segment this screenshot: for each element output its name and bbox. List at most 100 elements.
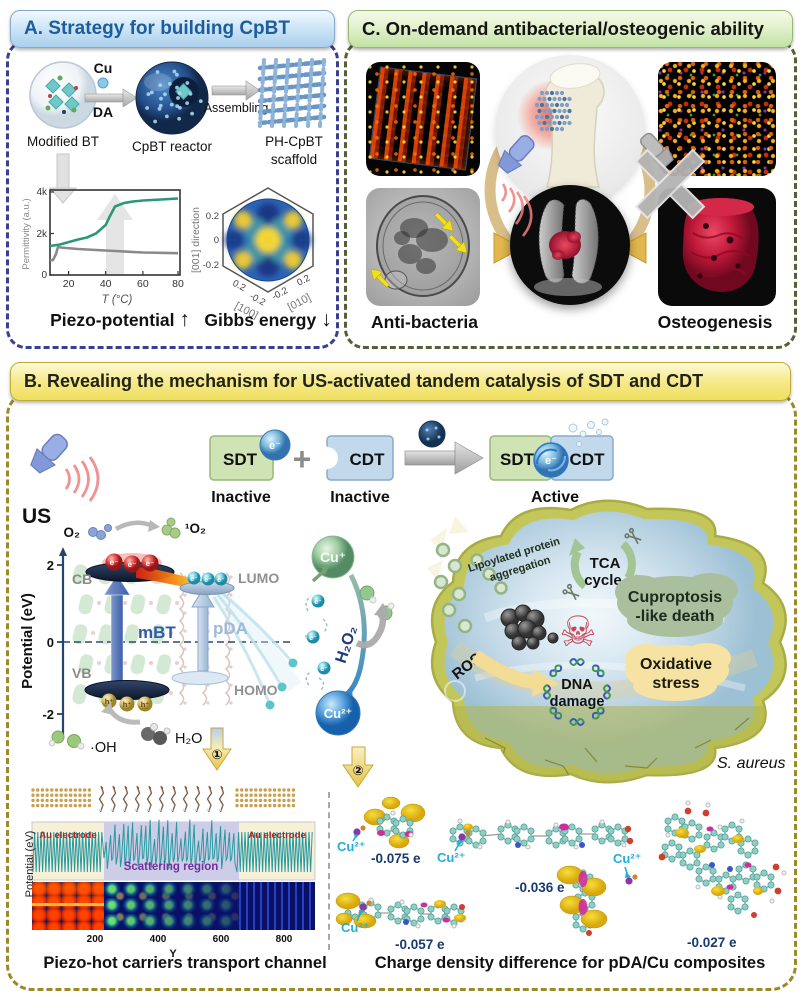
sdt-piece: e⁻ SDT [209,429,291,481]
cb-electron-label: e⁻ [110,558,119,567]
lumo-electron-label: e⁻ [204,577,212,584]
singlet-o2-label: ¹O₂ [185,521,206,536]
singlet-o2-molecules-icon [161,517,181,539]
panel-b-header: B. Revealing the mechanism for US-activa… [10,362,791,401]
cb-electrons-icon: e⁻ e⁻ e⁻ [105,553,159,573]
panel-a-flow-diagram: Cu DA Assembling Modified BT CpBT reacto… [27,58,327,204]
o2-conversion-arrow-icon [114,520,151,531]
piezo-potential-text: Piezo-potential [50,310,175,330]
xtick-200: 200 [86,934,104,945]
heatmap-hot-zone [32,882,104,930]
cu-atom-icon [625,877,633,885]
lumo-electron-label: e⁻ [190,576,198,583]
ztick-2: -0.2 [203,260,219,271]
reduction-arc-icon [345,573,367,696]
cascade-electron-label: e⁻ [314,599,322,606]
red-bone-volume [682,198,759,292]
oxidative-cloud [625,643,731,701]
hole-label: h⁺ [141,700,150,709]
xtick-60: 60 [137,278,149,290]
electron-label: e⁻ [269,440,281,452]
up-arrow-icon: ↑ [179,308,190,331]
cu-label-3: Cu²⁺ [341,920,370,935]
gibbs-sphere-icon [224,198,312,282]
ytick-2k: 2k [36,229,48,240]
cuproptosis-label-line1: Cuproptosis [628,589,722,606]
microct-bone [534,198,602,296]
hole-label: h⁺ [105,697,114,706]
ztick-1: 0 [214,235,219,246]
waveform-decor [32,819,313,873]
panel-b-title: B. Revealing the mechanism for US-activa… [24,371,704,391]
pda-label: pDA [213,619,248,638]
cu-plus-label: Cu⁺ [320,549,346,565]
gibbs-energy-caption: Gibbs energy ↓ [198,308,338,332]
xtick-a: 0.2 [231,278,248,294]
dna-ring-icon [543,658,611,726]
cascade-electron-label: e⁻ [309,635,317,642]
cu-redox-cycle: Cu⁺ e⁻ e⁻ e⁻ H₂O₂ Cu²⁺ ② [305,535,395,788]
plot-frame [49,189,181,276]
skull-icon: ☠ [559,607,597,656]
potential-axis-label: Potential (eV) [19,593,36,689]
fluorescence-scaffold-image [366,62,480,176]
down-arrow-icon [48,153,78,204]
bacteria-tem-image [366,188,480,306]
sdt-label: SDT [223,450,258,469]
osteogenesis-text: Osteogenesis [657,312,773,332]
transport-channel-figure: Au electrode Au electrode Scattering reg… [15,782,330,960]
cu-dot-icon [97,77,109,89]
fluorescence-cells-image [658,62,776,176]
oh-label: ·OH [90,740,117,756]
au-atoms-left-decor [31,788,92,808]
permittivity-chart: 4k 2k 0 20 40 60 80 T (°C) Permittivity … [21,187,184,306]
molecule-cluster-3: Cu²⁺ -0.057 e [335,892,466,952]
scaffold-icon [257,58,327,128]
catalyst-sphere-icon [418,420,446,448]
s-aureus-cell: Lipoylated protein aggregation TCA cycle… [427,499,787,784]
us-label: US [22,505,51,528]
charge-value-2: -0.036 e [515,880,565,895]
oh-radical-icon [48,730,85,750]
step2-arrow-icon: ② [342,746,374,788]
homo-label: HOMO [234,682,278,698]
pda-transition-arrow-icon [191,588,215,672]
anti-bacteria-caption: Anti-bacteria [352,312,497,333]
cdt-piece: CDT [314,435,394,481]
charge-value-4: -0.027 e [687,935,737,950]
cb-electron-label: e⁻ [146,559,155,568]
bone-cap [549,63,601,89]
step2-label: CpBT reactor [132,139,213,154]
step1-number: ① [211,747,222,762]
da-label: DA [93,104,113,120]
bacteria-tem-overlay [370,195,470,297]
charge-density-caption-text: Charge density difference for pDA/Cu com… [374,954,766,972]
tca-label-line2: cycle [584,572,622,589]
cu-label: Cu [94,60,113,76]
cpbt-dots-decor [145,69,203,124]
au-atoms-right-decor [235,788,296,808]
cb-label: CB [72,571,92,587]
xtick-600: 600 [212,934,230,945]
step3-label-line1: PH-CpBT [265,134,323,149]
step1-label: Modified BT [27,134,99,149]
band-diagram: US O₂ ¹O₂ 2 0 -2 Potential (eV) mBT pDA … [19,433,302,771]
to-cell-arrow-icon [355,614,387,649]
mbt-label: mBT [138,623,176,642]
reaction-arrow-icon [404,441,484,475]
scattering-region-label: Scattering region [124,861,219,873]
oxidative-label-line1: Oxidative [640,656,712,673]
bone-3d-red-image [658,188,776,306]
sdt-active-label: SDT [500,450,535,469]
yellow-arrows-icon [370,212,468,288]
us-probe-icon [30,433,100,502]
step2-number: ② [352,763,363,778]
bottom-divider [328,792,330,950]
cu-label-4: Cu²⁺ [613,851,642,866]
oxidative-label-line2: stress [652,675,699,692]
ytick-0: 0 [41,270,47,281]
axis-001-label: [001] direction [190,207,202,273]
cu-atom-icon [458,833,466,841]
cpbt-reactor-sphere-icon [135,61,209,135]
electron-ball-icon [259,429,291,461]
